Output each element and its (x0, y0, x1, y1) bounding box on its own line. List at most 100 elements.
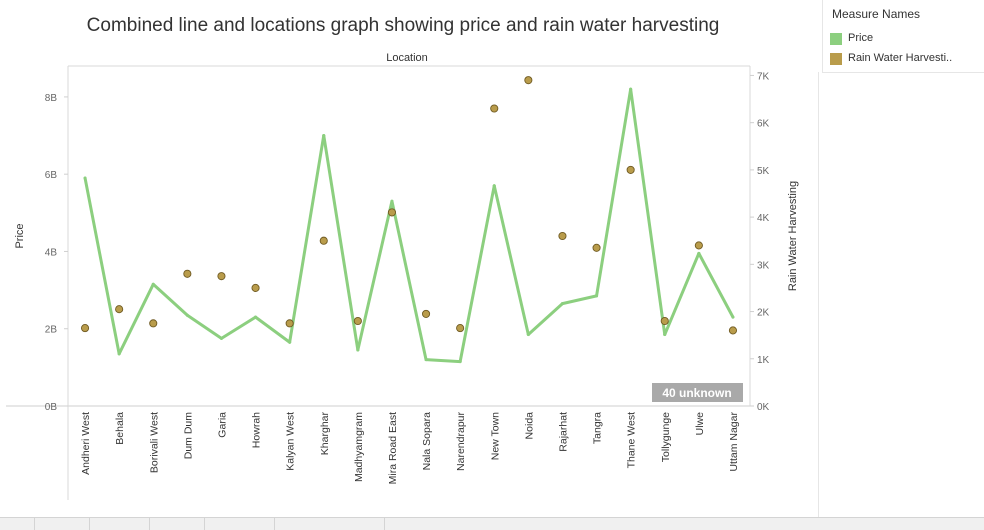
rain-water-harvesting-point[interactable] (81, 324, 90, 333)
category-label: Garia (216, 412, 228, 438)
legend-label-rain-water-harvesting: Rain Water Harvesti.. (848, 52, 953, 64)
rain-water-harvesting-point[interactable] (421, 309, 431, 318)
unknown-badge-label: 40 unknown (662, 386, 731, 400)
rain-water-harvesting-point[interactable] (217, 272, 226, 281)
left-axis-tick-label: 4B (45, 247, 58, 258)
category-label: Ulwe (694, 412, 706, 435)
right-axis: 0K 1K 2K 3K 4K 5K 6K 7K (750, 71, 770, 413)
price-line-segment (185, 313, 223, 340)
rain-water-harvesting-point[interactable] (592, 243, 601, 252)
sheet-tab[interactable] (274, 518, 385, 530)
legend-title: Measure Names (832, 7, 921, 21)
rain-water-harvesting-point[interactable] (285, 319, 294, 328)
legend-item-price[interactable]: Price (828, 31, 983, 47)
price-point[interactable] (151, 282, 155, 286)
rain-water-harvesting-point[interactable] (728, 326, 738, 335)
legend-swatch-rain-water-harvesting (830, 53, 842, 65)
legend-label-price: Price (848, 32, 874, 44)
rain-water-harvesting-point[interactable] (660, 316, 669, 326)
price-point[interactable] (117, 352, 121, 356)
price-point[interactable] (731, 315, 735, 319)
left-axis-tick-label: 8B (45, 93, 58, 104)
price-point[interactable] (356, 348, 360, 352)
category-label: Dum Dum (182, 412, 194, 460)
rain-water-harvesting-series (81, 76, 738, 335)
price-line-segment (560, 294, 599, 306)
price-point[interactable] (458, 360, 462, 364)
right-axis-tick-label: 3K (757, 260, 770, 271)
price-point[interactable] (322, 134, 326, 138)
price-point[interactable] (219, 336, 223, 340)
sheet-tab[interactable] (34, 518, 90, 530)
sheet-tab-bar (0, 517, 984, 530)
rain-water-harvesting-point[interactable] (694, 241, 703, 250)
price-point[interactable] (288, 340, 292, 344)
sheet-tab[interactable] (149, 518, 205, 530)
price-line-segment (322, 134, 360, 352)
left-axis-tick-label: 6B (45, 170, 58, 181)
category-label: New Town (489, 412, 501, 460)
rain-water-harvesting-point[interactable] (319, 236, 328, 245)
right-axis-tick-label: 4K (757, 213, 770, 224)
price-point[interactable] (83, 176, 87, 180)
price-point[interactable] (663, 333, 667, 337)
rain-water-harvesting-point[interactable] (149, 319, 158, 328)
right-axis-title: Rain Water Harvesting (787, 181, 799, 291)
price-point[interactable] (560, 302, 564, 306)
price-point[interactable] (526, 333, 530, 337)
category-label: Madhyamgram (353, 412, 365, 482)
category-label: Narendrapur (455, 412, 467, 471)
price-point[interactable] (629, 87, 633, 91)
right-axis-tick-label: 5K (757, 166, 770, 177)
legend: Measure Names Price Rain Water Harvesti.… (822, 0, 984, 73)
rain-water-harvesting-point[interactable] (626, 165, 635, 174)
legend-item-rain-water-harvesting[interactable]: Rain Water Harvesti.. (828, 51, 983, 67)
rain-water-harvesting-point[interactable] (524, 76, 533, 85)
rain-water-harvesting-point[interactable] (558, 231, 567, 241)
rain-water-harvesting-point[interactable] (387, 208, 397, 217)
view-divider (818, 72, 819, 517)
category-label: Noida (523, 412, 535, 440)
right-axis-tick-label: 6K (757, 119, 770, 130)
price-line-segment (356, 199, 394, 352)
category-label: Andheri West (80, 412, 92, 475)
category-label: Rajarhat (557, 412, 569, 452)
price-line-segment (117, 282, 155, 356)
price-point[interactable] (185, 313, 189, 317)
price-line-segment (83, 176, 121, 356)
right-axis-tick-label: 2K (757, 308, 770, 319)
price-point[interactable] (595, 294, 599, 298)
category-label: Behala (114, 412, 126, 445)
price-line-segment (458, 184, 496, 364)
price-line-segment (629, 87, 667, 337)
category-label: Kharghar (319, 412, 331, 456)
price-line-segment (492, 184, 530, 337)
price-point[interactable] (697, 251, 701, 255)
price-point[interactable] (492, 184, 496, 188)
right-axis-tick-label: 7K (757, 71, 770, 82)
rain-water-harvesting-point[interactable] (183, 269, 192, 278)
price-point[interactable] (390, 199, 394, 203)
category-label: Uttam Nagar (728, 412, 740, 472)
price-line-segment (151, 282, 189, 317)
category-label: Mira Road East (387, 412, 399, 484)
rain-water-harvesting-point[interactable] (490, 104, 499, 113)
rain-water-harvesting-point[interactable] (456, 324, 465, 333)
unknown-badge[interactable]: 40 unknown (652, 383, 743, 402)
price-point[interactable] (254, 315, 258, 319)
sheet-tab[interactable] (204, 518, 275, 530)
price-line-segment (663, 251, 701, 337)
price-point[interactable] (424, 358, 428, 362)
rain-water-harvesting-point[interactable] (115, 305, 124, 314)
sheet-tab[interactable] (89, 518, 150, 530)
category-label: Tollygunge (660, 412, 672, 462)
price-line-segment (697, 251, 735, 319)
rain-water-harvesting-point[interactable] (251, 283, 260, 292)
sheet-tab[interactable] (0, 518, 35, 530)
price-line-segment (288, 134, 326, 344)
category-label: Tangra (592, 412, 604, 444)
price-line-segment (219, 315, 258, 340)
rain-water-harvesting-point[interactable] (353, 316, 362, 326)
category-label: Howrah (251, 412, 263, 448)
chart-title: Combined line and locations graph showin… (87, 15, 720, 36)
